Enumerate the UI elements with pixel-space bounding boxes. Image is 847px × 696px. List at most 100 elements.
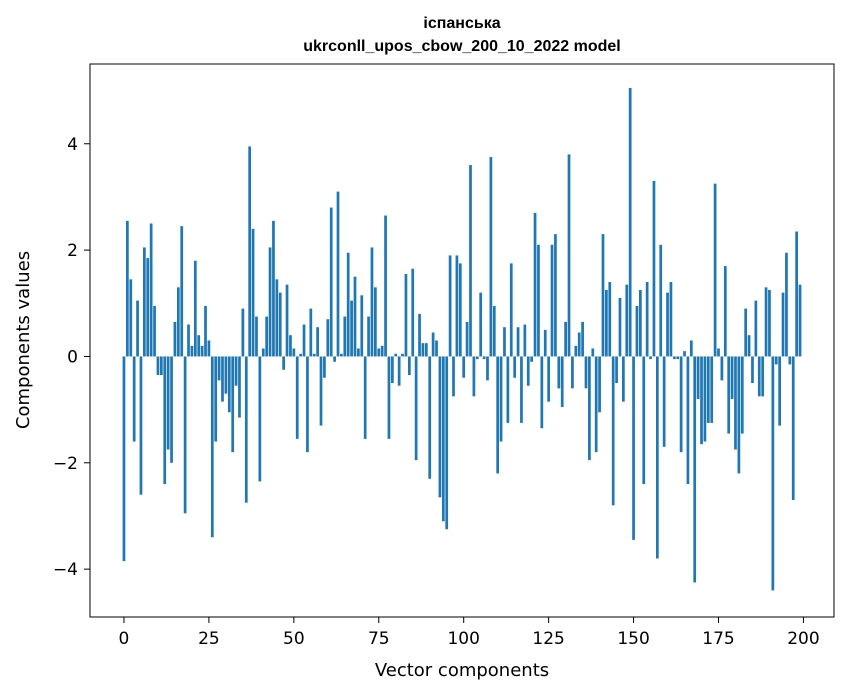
bar [367, 316, 370, 357]
bar [550, 244, 554, 357]
bar [509, 263, 513, 357]
bar [343, 316, 347, 357]
bar [183, 356, 187, 514]
bar [506, 356, 510, 423]
bar [465, 321, 469, 357]
bar [377, 348, 381, 357]
bar [594, 356, 598, 453]
bar [747, 335, 751, 357]
bar [567, 154, 571, 357]
bar [265, 316, 269, 357]
bar [401, 353, 404, 357]
bar [469, 165, 472, 357]
bar [285, 284, 289, 357]
bar [713, 183, 717, 357]
bar [326, 319, 330, 357]
bar [421, 343, 425, 357]
bar [336, 191, 340, 357]
bar [248, 146, 252, 357]
bar [323, 356, 326, 378]
bar [394, 353, 398, 357]
y-tick-label: −4 [53, 560, 78, 580]
bar [387, 356, 391, 439]
bar [740, 356, 744, 434]
bar [353, 276, 357, 357]
bar [717, 348, 720, 357]
bar [768, 289, 771, 357]
bar [642, 356, 646, 485]
bar [757, 356, 761, 397]
bar [391, 356, 394, 384]
x-tick-label: 200 [787, 629, 819, 649]
bar [197, 335, 201, 357]
bar [710, 356, 714, 423]
bar [751, 356, 754, 384]
bar [547, 356, 550, 402]
bar [316, 327, 319, 357]
bar [520, 356, 523, 423]
bar [309, 308, 313, 357]
bar [645, 282, 649, 357]
bar [513, 356, 517, 378]
bar [217, 356, 221, 381]
bar [275, 279, 279, 357]
bar [149, 223, 153, 357]
y-axis-label: Components values [13, 251, 34, 429]
bar [564, 321, 567, 357]
bar [424, 343, 428, 357]
bar [655, 356, 659, 559]
bar [693, 356, 697, 583]
bar [523, 324, 527, 357]
bar [414, 356, 418, 461]
bar [649, 356, 652, 360]
bar [214, 356, 218, 442]
bar [499, 356, 503, 442]
bar [166, 356, 170, 450]
bar [452, 356, 455, 397]
bar [173, 321, 177, 357]
bar [659, 244, 663, 357]
bar [632, 356, 635, 540]
bar [492, 305, 496, 357]
bar [530, 356, 533, 362]
bar [598, 356, 601, 413]
bar [244, 356, 248, 503]
bar [350, 300, 353, 357]
bar [190, 345, 194, 357]
bar [560, 356, 564, 407]
bar [526, 356, 530, 386]
bar [482, 356, 486, 360]
bar [363, 356, 367, 439]
bar [489, 157, 493, 357]
bar [374, 287, 377, 357]
bar [221, 356, 224, 402]
bar [200, 345, 204, 357]
bar [503, 327, 506, 357]
bar [312, 353, 316, 357]
x-axis-label: Vector components [375, 660, 549, 681]
bar [227, 356, 231, 413]
bar [754, 300, 758, 357]
plot-frame [89, 63, 835, 618]
bar [129, 279, 133, 357]
bar [798, 284, 802, 357]
y-tick-label: 2 [67, 241, 78, 261]
bar [744, 308, 748, 357]
bar [686, 356, 690, 485]
bar [404, 274, 408, 357]
bar [479, 292, 483, 357]
x-tick-label: 125 [532, 629, 564, 649]
bar [761, 356, 765, 397]
x-tick-label: 0 [119, 629, 130, 649]
bar [706, 356, 710, 423]
bar [268, 247, 272, 357]
bar [441, 356, 445, 522]
bar [554, 234, 557, 357]
bar [588, 356, 591, 461]
bar [438, 356, 442, 498]
bar [605, 289, 608, 357]
bar [795, 231, 798, 357]
bar [557, 356, 561, 389]
